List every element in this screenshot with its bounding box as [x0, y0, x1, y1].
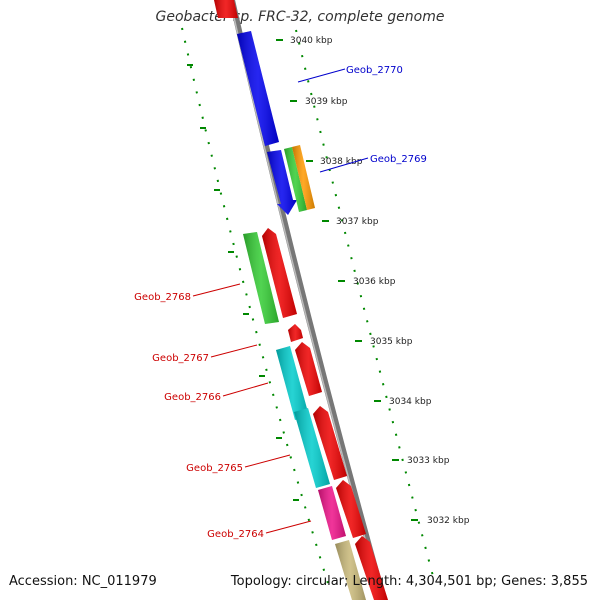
- inner-dotted-ring: [181, 27, 331, 591]
- gene-label-geob-2770[interactable]: Geob_2770: [346, 65, 403, 76]
- leader-line: [244, 454, 291, 468]
- gene-shade: [288, 324, 303, 342]
- scale-label: 3038 kbp: [320, 157, 363, 167]
- gene-label-geob-2765[interactable]: Geob_2765: [186, 463, 243, 474]
- gene-shade: [355, 536, 388, 600]
- gene-shade: [292, 145, 315, 210]
- outer-dotted-ring: [295, 29, 435, 581]
- gene-shade: [295, 342, 322, 396]
- gene-label-geob-2767[interactable]: Geob_2767: [152, 353, 209, 364]
- scale-label: 3037 kbp: [336, 217, 379, 227]
- gene-shade: [214, 0, 238, 18]
- scale-label: 3035 kbp: [370, 337, 413, 347]
- gene-shade: [335, 540, 366, 600]
- gene-label-geob-2764[interactable]: Geob_2764: [207, 529, 264, 540]
- gene-shade: [243, 232, 279, 324]
- leader-line: [265, 520, 312, 534]
- scale-label: 3032 kbp: [427, 516, 470, 526]
- gene-label-geob-2768[interactable]: Geob_2768: [134, 292, 191, 303]
- gene-shade: [294, 408, 330, 488]
- gene-shade: [336, 480, 366, 538]
- accession-text: Accession: NC_011979: [9, 574, 157, 589]
- gene-shade: [313, 406, 347, 480]
- gene-shade: [267, 150, 297, 215]
- leader-line: [210, 344, 258, 358]
- gene-shade: [276, 346, 309, 420]
- genome-summary-text: Topology: circular; Length: 4,304,501 bp…: [230, 574, 588, 589]
- leader-line: [192, 283, 241, 297]
- scale-label: 3040 kbp: [290, 36, 333, 46]
- inner-scale-ticks: [187, 64, 299, 501]
- gene-shade: [237, 31, 279, 146]
- scale-label: 3033 kbp: [407, 456, 450, 466]
- scale-label: 3039 kbp: [305, 97, 348, 107]
- leader-line: [319, 157, 369, 173]
- gene-label-geob-2766[interactable]: Geob_2766: [164, 392, 221, 403]
- scale-labels: 3040 kbp 3039 kbp 3038 kbp 3037 kbp 3036…: [290, 36, 470, 526]
- leader-line: [222, 382, 269, 397]
- gene-features: [214, 0, 388, 600]
- gene-shade: [318, 486, 346, 540]
- scale-label: 3034 kbp: [389, 397, 432, 407]
- gene-labels: Geob_2770 Geob_2769 Geob_2768 Geob_2767 …: [134, 65, 427, 540]
- scale-ticks: [276, 39, 418, 521]
- label-leaders: [192, 68, 369, 534]
- gene-shade: [262, 228, 297, 318]
- gene-label-geob-2769[interactable]: Geob_2769: [370, 154, 427, 165]
- gene-shade: [284, 147, 307, 212]
- scale-label: 3036 kbp: [353, 277, 396, 287]
- leader-line: [297, 68, 346, 83]
